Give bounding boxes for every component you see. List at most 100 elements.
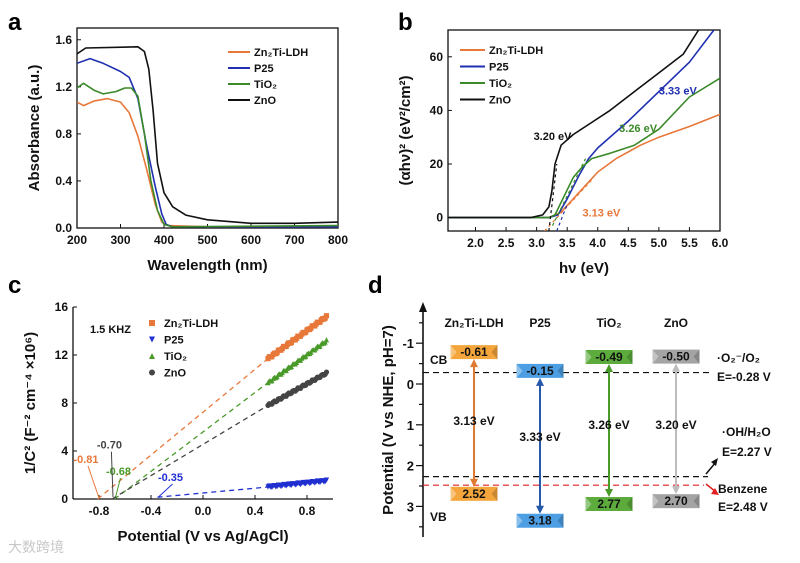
x-tick-label: 400 (154, 233, 174, 247)
legend-label: TiO₂ (164, 351, 187, 363)
x-tick-label: 5.5 (681, 236, 698, 250)
x-tick-label: 800 (328, 233, 348, 247)
box-bevel (516, 513, 523, 528)
vb-label: VB (430, 510, 447, 524)
arrowhead-down-icon (470, 478, 478, 487)
material-group: P25 -0.15 3.18 3.33 eV (516, 316, 564, 528)
y-tick-label: 0.4 (55, 174, 72, 188)
material-name: Zn₂Ti-LDH (444, 316, 503, 330)
series-line (448, 30, 715, 219)
panel-label-a: a (8, 9, 22, 36)
extrapolation-line (111, 404, 269, 500)
pointer-arrowhead-icon (711, 458, 718, 466)
y-tick-label: 60 (430, 50, 444, 64)
data-points (265, 369, 330, 408)
bandgap-annotation: 3.20 eV (534, 131, 573, 143)
panel-a-absorbance-chart: 200 300 400 500 600 700 800 0.0 0.4 0.8 1.2 1.6 Wave… (26, 27, 348, 274)
legend-label: Zn₂Ti-LDH (489, 45, 543, 57)
y-axis-title: (αhν)² (eV²/cm²) (397, 75, 414, 185)
legend-label: ZnO (489, 95, 511, 107)
bandgap-label: 3.13 eV (453, 414, 494, 428)
cb-level-box (450, 345, 498, 360)
x-axis-title: Potential (V vs Ag/AgCl) (117, 528, 288, 545)
reference-species-label: ·O₂⁻/O₂ (717, 351, 760, 365)
x-axis-title: Wavelength (nm) (147, 257, 267, 274)
flatband-annotation: -0.81 (73, 454, 98, 466)
tangent-line (556, 203, 568, 231)
y-tick-label: 40 (430, 103, 444, 117)
x-tick-label: 2.5 (498, 236, 515, 250)
x-tick-label: 0.0 (195, 504, 212, 518)
box-bevel (491, 345, 498, 360)
frequency-note: 1.5 KHZ (90, 324, 131, 336)
extrapolation-line (97, 358, 269, 500)
cb-level-box (516, 363, 564, 378)
arrowhead-down-icon (605, 489, 613, 498)
x-tick-label: 4.5 (620, 236, 637, 250)
x-tick-label: 500 (197, 233, 217, 247)
box-bevel (557, 363, 564, 378)
vb-potential-value: 2.70 (664, 494, 688, 508)
y-tick-label: 4 (61, 444, 68, 458)
arrowhead-up-icon (470, 359, 478, 368)
vb-level-box (516, 513, 564, 528)
vb-level-box (652, 494, 700, 509)
vb-potential-value: 2.52 (462, 487, 486, 501)
x-tick-label: 0.8 (299, 504, 316, 518)
x-tick-label: 600 (241, 233, 261, 247)
panel-b-tauc-chart: 2.0 2.5 3.0 3.5 4.0 4.5 5.0 5.5 6.0 0 20 40 60 hν (eV… (397, 29, 729, 277)
legend-label: P25 (489, 62, 509, 74)
legend-label: P25 (254, 63, 274, 75)
y-tick-label: 1.2 (55, 80, 72, 94)
x-tick-label: 0.4 (247, 504, 264, 518)
data-points (265, 337, 330, 386)
panel-label-c: c (8, 272, 21, 299)
reference-potential-label: E=2.48 V (718, 500, 768, 514)
y-tick-label: 0 (436, 211, 443, 225)
box-bevel (652, 349, 659, 364)
y-axis-title: Potential (V vs NHE, pH=7) (380, 325, 397, 515)
bandgap-label: 3.20 eV (655, 418, 696, 432)
vb-potential-value: 3.18 (528, 514, 552, 528)
tangent-line (551, 158, 587, 226)
annotation-arrow (115, 477, 121, 498)
x-tick-label: 700 (284, 233, 304, 247)
cb-label: CB (430, 353, 448, 367)
box-bevel (693, 349, 700, 364)
y-tick-label: 20 (430, 157, 444, 171)
panel-label-b: b (398, 9, 413, 36)
vb-potential-value: 2.77 (597, 497, 621, 511)
y-tick-label: 0.8 (55, 127, 72, 141)
x-tick-label: -0.4 (141, 504, 162, 518)
cb-level-box (585, 350, 633, 365)
data-points (265, 313, 330, 362)
flatband-annotation: -0.70 (97, 440, 122, 452)
material-group: ZnO -0.50 2.70 3.20 eV (652, 316, 700, 509)
series-line (77, 57, 338, 228)
plot-frame (447, 29, 721, 232)
tangent-line (548, 163, 558, 231)
y-tick-label: 0.0 (55, 221, 72, 235)
bandgap-label: 3.26 eV (588, 418, 629, 432)
legend-label: Zn₂Ti-LDH (164, 318, 218, 330)
box-bevel (450, 486, 457, 501)
y-tick-label: 3 (407, 499, 414, 514)
box-bevel (585, 350, 592, 365)
panel-d-band-diagram: -1 0 1 2 3 Potential (V vs NHE, pH=7) CB VB ·O₂⁻… (380, 302, 772, 537)
x-tick-label: 200 (67, 233, 87, 247)
material-name: P25 (529, 316, 551, 330)
box-bevel (491, 486, 498, 501)
extrapolation-line (157, 486, 269, 498)
data-point (323, 337, 330, 343)
cb-potential-value: -0.49 (595, 350, 623, 364)
legend-label: Zn₂Ti-LDH (254, 47, 308, 59)
material-group: TiO₂ -0.49 2.77 3.26 eV (585, 316, 633, 512)
x-tick-label: 3.5 (559, 236, 576, 250)
box-bevel (693, 494, 700, 509)
box-bevel (626, 497, 633, 512)
y-axis-title: 1/C² (F⁻² cm⁻⁴ ×10⁶) (22, 332, 39, 474)
reference-potential-label: E=-0.28 V (717, 370, 771, 384)
annotation-arrow (87, 465, 100, 498)
x-axis-title: hν (eV) (559, 260, 609, 277)
